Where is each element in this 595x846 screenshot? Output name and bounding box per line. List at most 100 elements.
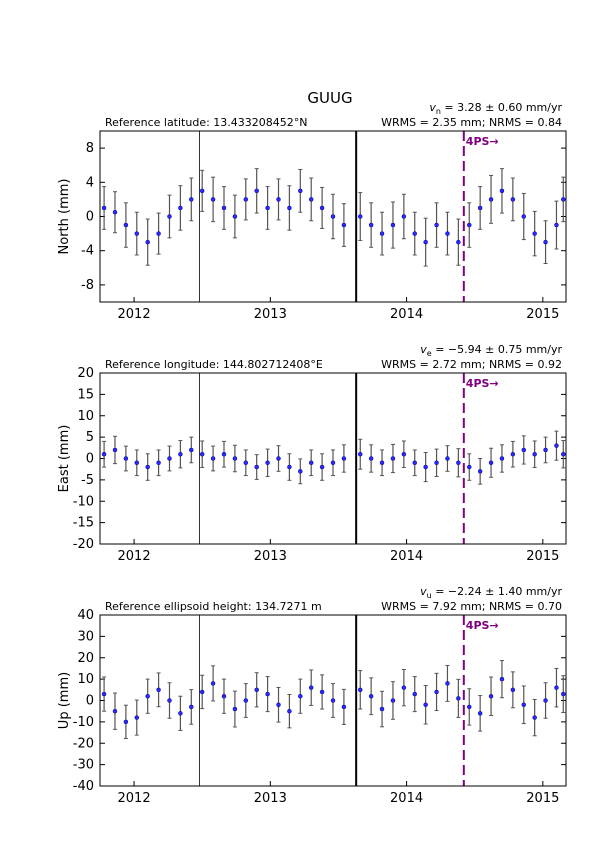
y-tick-label: 10	[77, 409, 94, 424]
y-tick-label: -10	[73, 715, 94, 730]
data-point	[554, 222, 559, 228]
plot-area	[101, 373, 566, 544]
data-point	[189, 197, 194, 202]
velocity-subscript: u	[427, 591, 432, 600]
data-point	[112, 209, 118, 215]
data-point	[265, 205, 270, 211]
y-tick-label: 10	[77, 672, 94, 687]
data-point	[488, 460, 494, 466]
data-point	[298, 693, 303, 699]
data-point	[243, 698, 249, 703]
y-tick-label: 30	[77, 629, 94, 644]
x-tick-label: 2014	[390, 549, 423, 564]
data-point	[254, 464, 259, 470]
data-point	[521, 702, 527, 708]
data-point	[456, 460, 461, 466]
y-axis-label: Up (mm)	[57, 672, 72, 729]
data-point	[368, 456, 374, 461]
axes-frame	[99, 614, 567, 787]
data-point	[221, 693, 227, 699]
y-axis-label: North (mm)	[57, 179, 72, 255]
data-point	[287, 464, 292, 470]
data-point	[532, 715, 537, 720]
data-point	[467, 704, 472, 710]
data-point	[101, 205, 107, 211]
data-point	[189, 704, 194, 710]
data-point	[308, 197, 314, 202]
data-point	[423, 702, 428, 708]
axes-frame	[99, 130, 567, 303]
data-point	[412, 231, 418, 236]
velocity-value: = 3.28 ± 0.60 mm/yr	[441, 101, 563, 114]
x-tick-label: 2012	[118, 307, 151, 322]
data-point	[423, 464, 428, 470]
data-point	[319, 205, 325, 211]
stats-text: WRMS = 2.72 mm; NRMS = 0.92	[381, 358, 562, 371]
data-point	[330, 460, 336, 466]
data-point	[232, 706, 238, 712]
data-point	[467, 222, 472, 228]
x-tick-label: 2015	[526, 549, 559, 564]
data-point	[232, 214, 238, 219]
data-point	[167, 456, 172, 461]
y-tick-label: 20	[77, 366, 94, 381]
plot-area	[101, 131, 566, 302]
y-tick-label: -4	[81, 244, 94, 259]
velocity-subscript: e	[427, 349, 432, 358]
y-tick-label: 4	[86, 175, 94, 190]
y-tick-label: 20	[77, 651, 94, 666]
data-point	[561, 691, 566, 697]
velocity-symbol: v	[420, 343, 427, 356]
data-point	[358, 687, 363, 693]
data-point	[210, 456, 216, 461]
y-tick-label: -10	[73, 494, 94, 509]
y-tick-label: -20	[73, 736, 94, 751]
data-point	[488, 197, 494, 202]
data-point	[254, 687, 259, 693]
x-tick-label: 2014	[390, 307, 423, 322]
data-point	[510, 197, 516, 202]
data-point	[477, 205, 483, 211]
data-point	[401, 685, 407, 690]
event-label: 4PS→	[466, 135, 499, 148]
data-point	[243, 197, 249, 202]
event-label: 4PS→	[466, 619, 499, 632]
data-point	[521, 214, 527, 219]
data-point	[379, 706, 385, 712]
data-point	[554, 685, 559, 690]
reference-text: Reference longitude: 144.802712408°E	[105, 358, 323, 371]
data-point	[145, 464, 150, 470]
reference-text: Reference ellipsoid height: 134.7271 m	[105, 600, 322, 613]
data-point	[467, 464, 472, 470]
data-point	[390, 222, 396, 228]
data-point	[298, 188, 303, 194]
data-point	[510, 687, 516, 693]
velocity-text: vn = 3.28 ± 0.60 mm/yr	[429, 101, 562, 116]
y-tick-label: -30	[73, 758, 94, 773]
data-point	[532, 451, 537, 457]
x-tick-label: 2013	[254, 549, 287, 564]
data-point	[477, 469, 483, 474]
data-point	[499, 676, 505, 682]
data-point	[543, 447, 548, 453]
data-point	[308, 460, 314, 466]
data-point	[510, 451, 516, 457]
data-point	[265, 691, 270, 697]
x-tick-label: 2014	[390, 791, 423, 806]
data-point	[434, 460, 439, 466]
data-point	[221, 451, 227, 457]
data-point	[412, 460, 418, 466]
data-point	[358, 451, 363, 457]
data-point	[319, 464, 325, 470]
data-point	[134, 460, 140, 466]
data-point	[434, 689, 439, 695]
data-point	[319, 689, 325, 695]
y-tick-label: -20	[73, 537, 94, 552]
x-tick-label: 2012	[118, 791, 151, 806]
figure-title: GUUG	[307, 89, 352, 107]
velocity-text: vu = −2.24 ± 1.40 mm/yr	[420, 585, 562, 600]
x-tick-label: 2015	[526, 791, 559, 806]
data-point	[210, 681, 216, 686]
axes-frame	[99, 372, 567, 545]
